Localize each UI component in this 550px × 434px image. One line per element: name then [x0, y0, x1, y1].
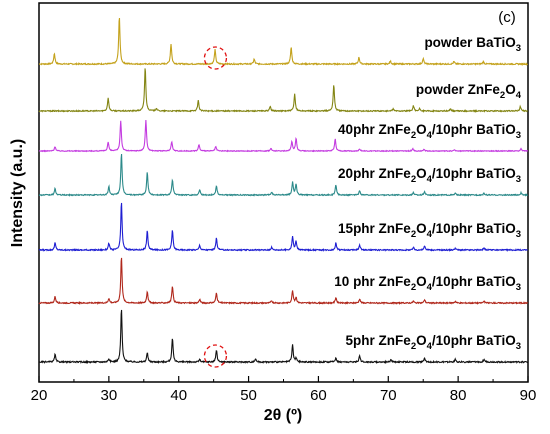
series-label: 15phr ZnFe2O4/10phr BaTiO3 — [338, 221, 521, 240]
x-tick-label: 80 — [450, 387, 467, 404]
series-labels: powder BaTiO3 powder ZnFe2O4 40phr ZnFe2O4… — [334, 35, 521, 352]
series-line — [38, 17, 529, 67]
plot-frame — [38, 2, 529, 383]
x-tick-label: 20 — [31, 387, 48, 404]
annotations — [203, 46, 228, 368]
x-tick-label: 90 — [520, 387, 537, 404]
series-line — [38, 153, 529, 197]
series-group — [38, 17, 529, 365]
series-line — [38, 119, 529, 153]
series-line — [38, 257, 529, 306]
series-label: powder ZnFe2O4 — [416, 82, 522, 101]
series-label: 20phr ZnFe2O4/10phr BaTiO3 — [338, 166, 521, 185]
series-line — [38, 309, 528, 365]
x-tick-label: 60 — [310, 387, 327, 404]
series-label: 10 phr ZnFe2O4/10phr BaTiO3 — [334, 274, 521, 293]
x-tick-label: 50 — [240, 387, 257, 404]
x-axis-title: 2θ (º) — [264, 407, 303, 424]
series-line — [38, 202, 528, 253]
x-tick-label: 30 — [101, 387, 118, 404]
series-label: 40phr ZnFe2O4/10phr BaTiO3 — [338, 122, 521, 141]
series-label: powder BaTiO3 — [424, 35, 521, 54]
x-tick-label: 40 — [170, 387, 187, 404]
series-line — [38, 68, 529, 113]
y-axis-title: Intensity (a.u.) — [9, 139, 26, 247]
panel-label: (c) — [498, 9, 516, 26]
dashed-circle-annotation — [203, 46, 228, 70]
series-label: 5phr ZnFe2O4/10phr BaTiO3 — [346, 333, 521, 352]
x-tick-label: 70 — [380, 387, 397, 404]
x-axis-ticks: 20 30 40 50 60 70 80 90 — [31, 376, 537, 404]
dashed-circle-annotation — [203, 344, 228, 368]
